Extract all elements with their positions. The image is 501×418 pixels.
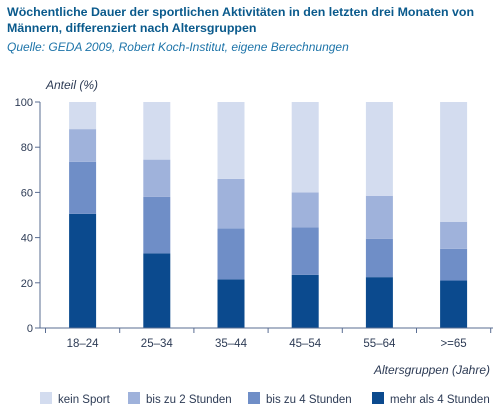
legend-label-mehr-als-4-stunden: mehr als 4 Stunden — [390, 394, 490, 406]
y-tick-label-60: 60 — [21, 187, 33, 199]
bar-segment-mehr-als-4-stunden-6 — [440, 280, 468, 328]
x-axis-label: Altersgruppen (Jahre) — [373, 363, 490, 377]
bar-segment-kein-sport-5 — [365, 102, 393, 196]
legend: kein Sport bis zu 2 Stunden bis zu 4 Stund… — [40, 392, 490, 406]
bar-segment-mehr-als-4-stunden-4 — [291, 274, 319, 328]
x-tick-label-4: 45–54 — [289, 338, 322, 350]
x-tick-label-6: >=65 — [440, 338, 466, 350]
bar-segment-mehr-als-4-stunden-1 — [69, 213, 97, 328]
bar-segment-bis-zu-4-stunden-5 — [365, 238, 393, 278]
legend-swatch-mehr-als-4-stunden — [372, 392, 384, 404]
x-tick-label-1: 18–24 — [67, 338, 100, 350]
y-tick-label-0: 0 — [27, 323, 33, 335]
axes-layer: 0 20 40 60 80 100 Anteil (%) 18–24 25–34 35–44 45–… — [15, 78, 493, 377]
bar-segment-bis-zu-2-stunden-3 — [217, 178, 245, 229]
bar-segment-kein-sport-1 — [69, 102, 97, 130]
bar-segment-bis-zu-2-stunden-5 — [365, 195, 393, 239]
chart-title-line-1: Wöchentliche Dauer der sportlichen Aktiv… — [7, 5, 475, 19]
y-tick-label-80: 80 — [21, 142, 33, 154]
x-tick-label-3: 35–44 — [215, 338, 248, 350]
legend-swatch-bis-zu-4-stunden — [248, 392, 260, 404]
bar-segment-mehr-als-4-stunden-2 — [143, 253, 171, 328]
y-tick-label-40: 40 — [21, 233, 33, 245]
legend-label-bis-zu-2-stunden: bis zu 2 Stunden — [146, 394, 232, 406]
chart-title-line-2: Männern, differenziert nach Altersgruppe… — [7, 20, 257, 35]
bar-segment-bis-zu-4-stunden-6 — [440, 248, 468, 281]
chart-title: Wöchentliche Dauer der sportlichen Aktiv… — [7, 5, 497, 36]
bar-segment-bis-zu-2-stunden-2 — [143, 159, 171, 197]
bar-segment-bis-zu-4-stunden-1 — [69, 161, 97, 214]
legend-swatch-kein-sport — [40, 392, 52, 404]
legend-label-kein-sport: kein Sport — [58, 394, 111, 406]
y-axis-label: Anteil (%) — [45, 78, 98, 92]
bar-segment-bis-zu-2-stunden-4 — [291, 192, 319, 228]
y-tick-label-20: 20 — [21, 278, 33, 290]
bar-segment-bis-zu-4-stunden-3 — [217, 228, 245, 280]
x-tick-label-2: 25–34 — [141, 338, 174, 350]
bar-segment-bis-zu-4-stunden-2 — [143, 196, 171, 254]
bar-segment-bis-zu-2-stunden-6 — [440, 221, 468, 249]
y-tick-label-100: 100 — [15, 97, 33, 109]
bar-segment-kein-sport-2 — [143, 102, 171, 160]
bar-segment-mehr-als-4-stunden-3 — [217, 279, 245, 328]
bar-segment-mehr-als-4-stunden-5 — [365, 277, 393, 328]
legend-swatch-bis-zu-2-stunden — [128, 392, 140, 404]
legend-label-bis-zu-4-stunden: bis zu 4 Stunden — [266, 394, 352, 406]
x-tick-label-5: 55–64 — [363, 338, 396, 350]
bars-layer — [69, 102, 468, 328]
bar-segment-bis-zu-2-stunden-1 — [69, 129, 97, 162]
chart-source: Quelle: GEDA 2009, Robert Koch-Institut,… — [7, 40, 349, 54]
bar-segment-kein-sport-3 — [217, 102, 245, 179]
bar-segment-kein-sport-6 — [440, 102, 468, 222]
bar-segment-kein-sport-4 — [291, 102, 319, 193]
bar-segment-bis-zu-4-stunden-4 — [291, 227, 319, 275]
